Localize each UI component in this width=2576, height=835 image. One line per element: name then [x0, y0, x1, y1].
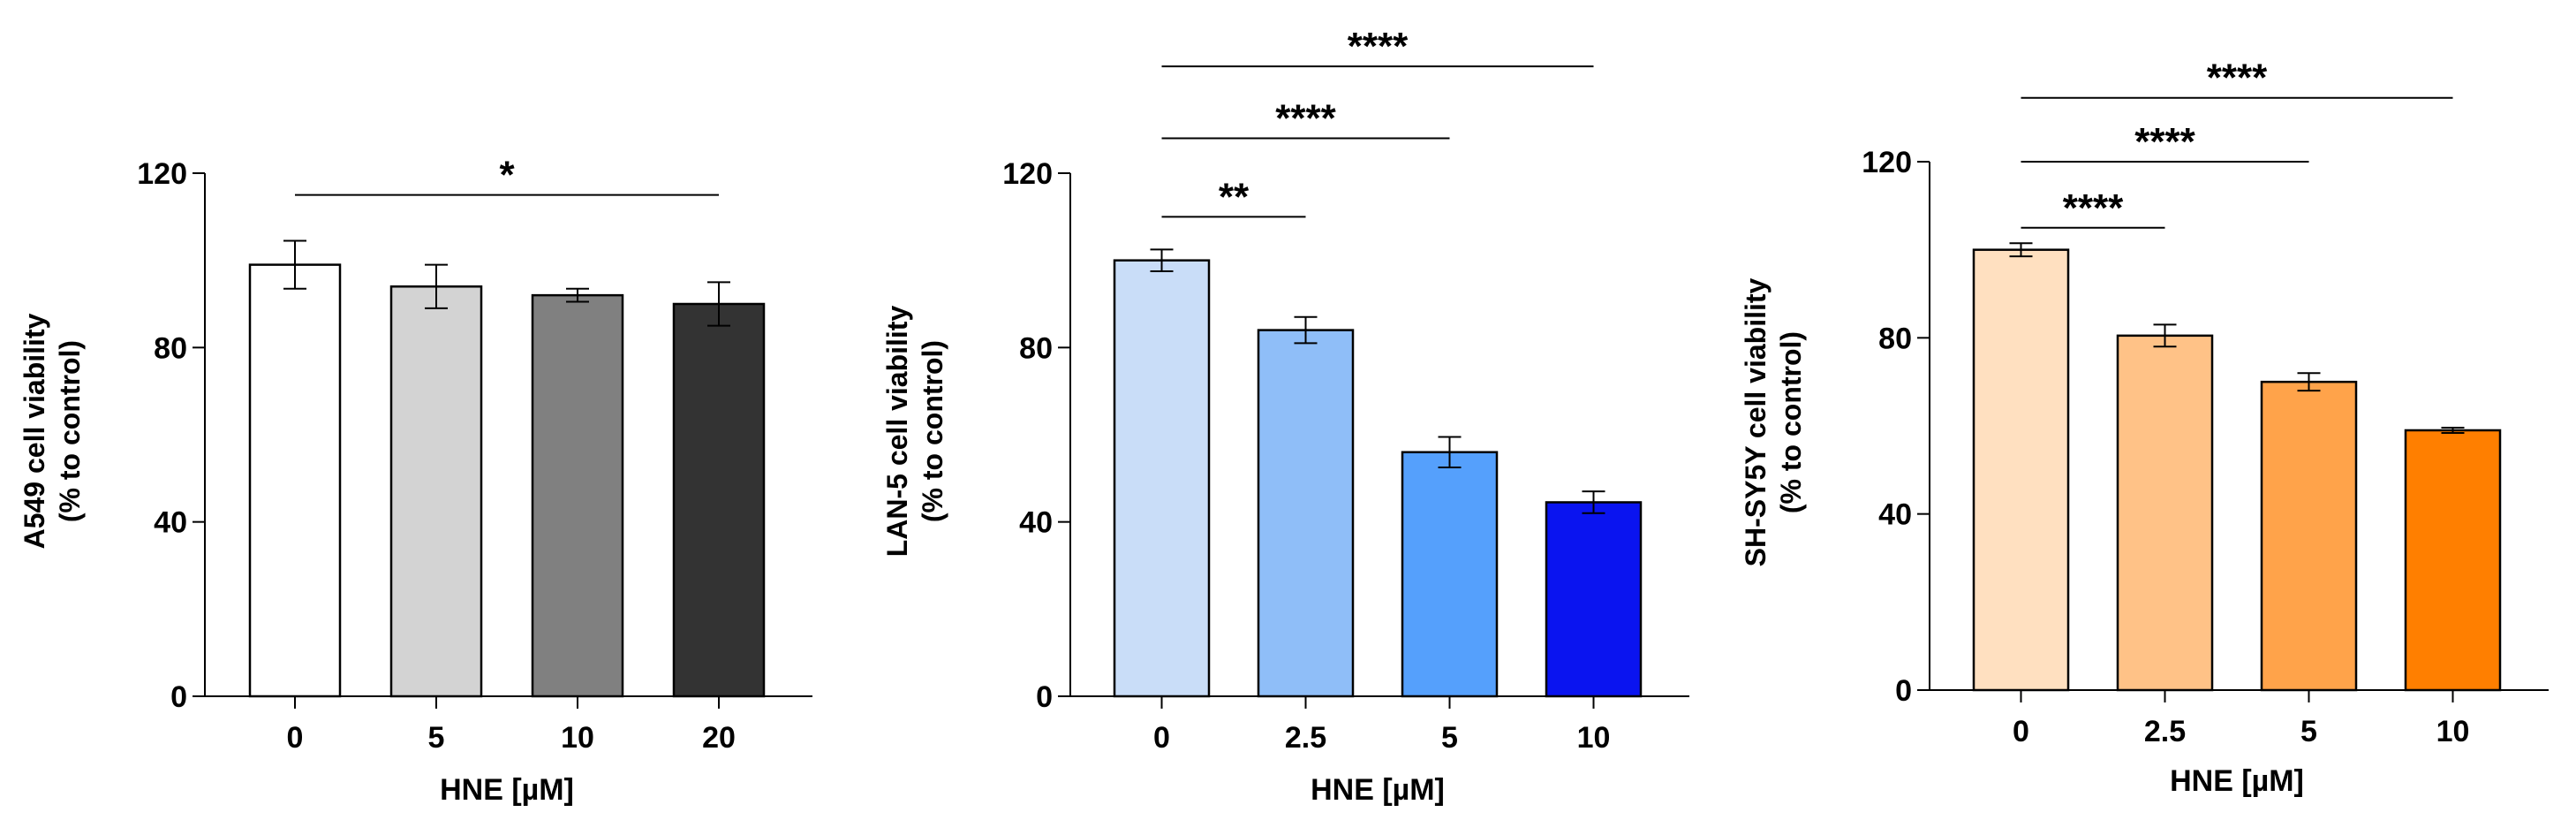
y-tick-label: 120 [1002, 157, 1053, 191]
bar [2260, 380, 2358, 692]
y-tick-label: 120 [1862, 146, 1912, 179]
y-axis-title-line1: A549 cell viability [19, 313, 50, 549]
y-tick-label: 40 [154, 506, 187, 540]
bar [1545, 501, 1643, 698]
y-tick-label: 80 [1878, 322, 1912, 355]
y-axis-title: SH-SY5Y cell viability (% to control) [1740, 277, 1807, 566]
y-axis-title-line2: (% to control) [917, 340, 948, 522]
x-tick-label: 0 [1153, 721, 1170, 755]
x-tick-label: 2.5 [1285, 721, 1326, 755]
x-tick-label: 5 [2300, 715, 2317, 748]
bar [2116, 334, 2214, 692]
y-tick-label: 0 [1895, 674, 1912, 708]
significance-label: **** [2207, 57, 2268, 100]
y-axis-title: A549 cell viability (% to control) [19, 313, 86, 549]
significance-label: **** [1348, 25, 1409, 68]
significance-label: * [499, 154, 515, 197]
x-tick-label: 10 [2436, 715, 2470, 748]
significance-label: **** [2134, 120, 2195, 163]
bar [1113, 259, 1211, 698]
x-tick-label: 0 [287, 721, 304, 755]
bar [248, 263, 342, 698]
x-axis-title: HNE [µM] [2170, 764, 2304, 798]
bar [1257, 329, 1355, 698]
x-axis-title: HNE [µM] [1311, 773, 1445, 807]
bar [2404, 429, 2502, 692]
y-axis-title-line2: (% to control) [1775, 331, 1807, 513]
bar [389, 285, 483, 698]
significance-label: ** [1219, 175, 1250, 218]
x-tick-label: 0 [2013, 715, 2029, 748]
y-axis-title: LAN-5 cell viability (% to control) [881, 306, 948, 558]
y-tick-label: 0 [170, 680, 187, 714]
significance-label: **** [2063, 186, 2124, 230]
y-axis-title-line1: LAN-5 cell viability [881, 306, 913, 558]
x-tick-label: 5 [428, 721, 445, 755]
bar [1401, 451, 1499, 698]
bar [672, 302, 766, 698]
y-tick-label: 40 [1878, 498, 1912, 532]
bar [531, 293, 624, 698]
y-axis-title-line1: SH-SY5Y cell viability [1740, 277, 1771, 566]
x-tick-label: 5 [1441, 721, 1458, 755]
x-tick-label: 2.5 [2144, 715, 2186, 748]
bar [1972, 248, 2070, 692]
significance-label: **** [1275, 97, 1336, 140]
x-tick-label: 20 [702, 721, 736, 755]
chart-panel-1: 0 40 80 120 0 5 10 20 * A549 cell viability (% to … [19, 154, 812, 807]
y-tick-label: 120 [137, 157, 187, 191]
x-tick-label: 10 [1577, 721, 1611, 755]
y-tick-label: 80 [1019, 331, 1053, 365]
x-tick-label: 10 [561, 721, 594, 755]
y-tick-label: 0 [1036, 680, 1053, 714]
y-tick-label: 40 [1019, 506, 1053, 540]
y-tick-label: 80 [154, 331, 187, 365]
y-axis-title-line2: (% to control) [54, 340, 86, 522]
x-axis-title: HNE [µM] [440, 773, 574, 807]
